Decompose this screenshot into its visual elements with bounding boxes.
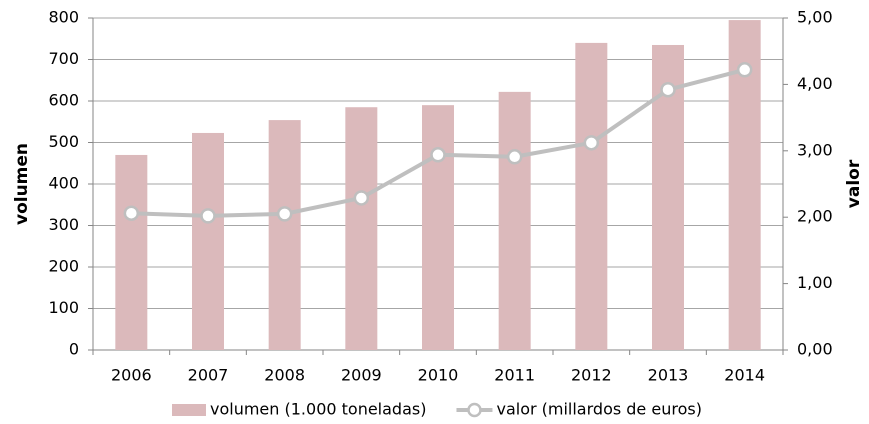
y2-tick-label: 0,00	[797, 340, 833, 359]
y2-tick-label: 4,00	[797, 74, 833, 93]
y2-tick-label: 5,00	[797, 8, 833, 27]
bar	[422, 105, 454, 351]
y-tick-label: 500	[48, 132, 79, 151]
x-tick-label: 2007	[188, 366, 229, 385]
y-tick-label: 200	[48, 257, 79, 276]
y2-tick-label: 3,00	[797, 140, 833, 159]
y-tick-label: 400	[48, 174, 79, 193]
y-tick-label: 300	[48, 215, 79, 234]
x-tick-label: 2009	[341, 366, 382, 385]
line-marker	[123, 205, 140, 221]
x-tick-label: 2014	[724, 366, 765, 385]
y-tick-label: 100	[48, 298, 79, 317]
x-tick-label: 2012	[571, 366, 612, 385]
bar	[115, 154, 148, 350]
bar	[345, 107, 378, 350]
x-tick-label: 2011	[494, 366, 535, 385]
legend-label: volumen (1.000 toneladas)	[210, 400, 426, 419]
line-marker	[583, 135, 600, 151]
line-marker	[430, 147, 446, 163]
y2-tick-label: 2,00	[797, 207, 833, 226]
y-axis-title: volumen	[12, 143, 32, 225]
y-tick-label: 0	[69, 340, 79, 359]
x-tick-label: 2006	[111, 366, 152, 385]
bar	[498, 91, 531, 351]
y-tick-label: 600	[48, 91, 79, 110]
line-marker	[660, 81, 676, 98]
x-tick-label: 2008	[264, 366, 305, 385]
y-tick-label: 700	[48, 49, 79, 68]
line-marker	[353, 190, 370, 206]
y-tick-label: 800	[48, 8, 79, 27]
line-marker	[736, 62, 753, 78]
y2-axis-title: valor	[844, 159, 864, 208]
x-tick-label: 2013	[648, 366, 689, 385]
x-tick-label: 2010	[418, 366, 459, 385]
line-marker	[200, 208, 216, 224]
y2-tick-label: 1,00	[797, 273, 833, 292]
line-marker	[506, 149, 523, 165]
legend-swatch	[172, 404, 206, 416]
bar	[575, 42, 608, 351]
bar	[268, 120, 301, 350]
legend-swatch-marker	[467, 402, 482, 418]
legend-label: valor (millardos de euros)	[496, 400, 701, 419]
bar	[192, 132, 224, 350]
line-marker	[276, 206, 293, 222]
